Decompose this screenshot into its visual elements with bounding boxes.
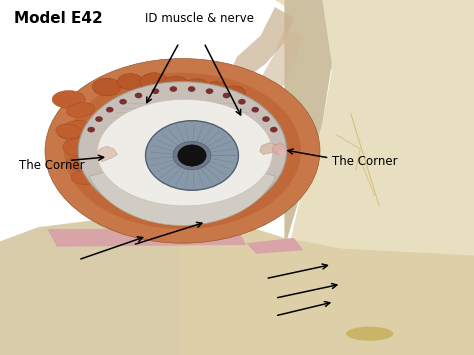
Circle shape bbox=[178, 145, 206, 166]
Circle shape bbox=[278, 150, 286, 155]
Ellipse shape bbox=[67, 103, 94, 118]
Circle shape bbox=[206, 88, 213, 94]
Circle shape bbox=[273, 144, 287, 154]
Circle shape bbox=[173, 141, 211, 170]
Circle shape bbox=[146, 121, 238, 190]
Polygon shape bbox=[228, 7, 294, 78]
Polygon shape bbox=[47, 229, 246, 247]
Ellipse shape bbox=[118, 73, 143, 89]
Circle shape bbox=[106, 107, 114, 113]
Circle shape bbox=[238, 99, 246, 105]
Text: The Corner: The Corner bbox=[332, 155, 397, 168]
Ellipse shape bbox=[140, 73, 168, 91]
Polygon shape bbox=[0, 0, 261, 355]
Polygon shape bbox=[275, 0, 332, 355]
Ellipse shape bbox=[204, 82, 228, 96]
Ellipse shape bbox=[185, 79, 209, 93]
Ellipse shape bbox=[45, 59, 320, 243]
Circle shape bbox=[135, 93, 142, 98]
Ellipse shape bbox=[71, 170, 100, 185]
Text: ID muscle & nerve: ID muscle & nerve bbox=[145, 12, 254, 25]
Circle shape bbox=[270, 127, 278, 132]
Ellipse shape bbox=[63, 138, 94, 156]
Circle shape bbox=[95, 116, 103, 122]
Polygon shape bbox=[97, 146, 118, 162]
Ellipse shape bbox=[58, 120, 89, 139]
Polygon shape bbox=[0, 220, 180, 355]
Ellipse shape bbox=[64, 73, 301, 229]
Ellipse shape bbox=[346, 327, 393, 341]
Ellipse shape bbox=[224, 86, 246, 100]
Circle shape bbox=[152, 88, 159, 94]
Ellipse shape bbox=[92, 78, 121, 96]
Circle shape bbox=[170, 86, 177, 92]
Circle shape bbox=[251, 107, 259, 113]
Circle shape bbox=[119, 99, 127, 105]
Polygon shape bbox=[275, 0, 474, 355]
Ellipse shape bbox=[97, 99, 273, 206]
Circle shape bbox=[87, 127, 95, 132]
Circle shape bbox=[262, 116, 270, 122]
Text: The Corner: The Corner bbox=[19, 159, 84, 171]
Polygon shape bbox=[0, 220, 474, 355]
Ellipse shape bbox=[78, 82, 287, 220]
Polygon shape bbox=[246, 238, 303, 254]
Ellipse shape bbox=[162, 76, 188, 91]
Circle shape bbox=[223, 93, 230, 98]
Wedge shape bbox=[89, 151, 276, 225]
Ellipse shape bbox=[52, 91, 85, 108]
Polygon shape bbox=[251, 28, 303, 99]
Polygon shape bbox=[260, 143, 277, 154]
Circle shape bbox=[188, 86, 195, 92]
Ellipse shape bbox=[56, 124, 82, 139]
Text: Model E42: Model E42 bbox=[14, 11, 103, 26]
Ellipse shape bbox=[66, 156, 95, 170]
